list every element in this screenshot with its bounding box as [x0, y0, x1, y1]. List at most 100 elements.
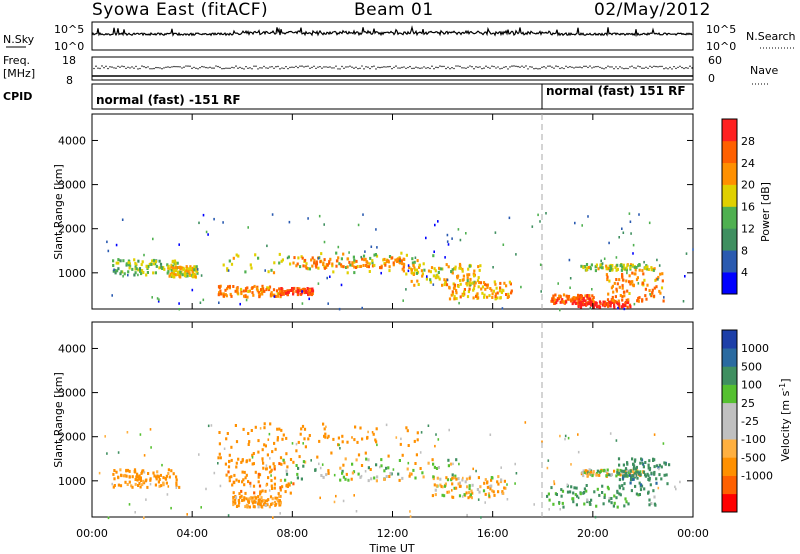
velocity-colorbar-swatch — [722, 493, 737, 513]
data-cell — [508, 216, 511, 220]
data-cell — [243, 496, 246, 500]
data-cell — [278, 494, 281, 498]
data-cell — [657, 278, 659, 281]
nave-dot — [629, 66, 631, 68]
data-cell — [646, 472, 649, 476]
nave-dot — [385, 66, 387, 68]
data-cell — [387, 454, 390, 458]
data-cell — [292, 261, 295, 265]
data-cell — [278, 261, 281, 265]
nave-dot — [261, 67, 263, 69]
nave-dot — [363, 68, 365, 70]
data-cell — [335, 259, 339, 263]
nave-dot — [317, 66, 319, 68]
data-cell — [286, 484, 289, 488]
data-cell — [152, 262, 155, 266]
data-cell — [562, 300, 565, 304]
nave-dot — [393, 66, 395, 69]
data-cell — [605, 266, 608, 270]
data-cell — [462, 495, 464, 498]
data-cell — [420, 269, 423, 273]
data-cell — [634, 467, 638, 471]
data-cell — [181, 266, 184, 270]
data-cell — [262, 503, 265, 507]
data-cell — [353, 271, 356, 275]
data-cell — [589, 267, 592, 271]
data-cell — [626, 271, 628, 275]
data-cell — [638, 481, 641, 485]
data-cell — [623, 307, 626, 311]
data-cell — [446, 240, 449, 243]
data-cell — [219, 484, 222, 488]
data-cell — [441, 493, 444, 497]
data-cell — [363, 258, 366, 262]
data-cell — [606, 302, 610, 306]
data-cell — [603, 257, 606, 260]
cpid-mode-1: normal (fast) -151 RF — [96, 93, 241, 107]
data-cell — [369, 256, 372, 260]
data-cell — [307, 292, 310, 296]
data-cell — [389, 472, 392, 475]
data-cell — [659, 272, 662, 276]
data-cell — [325, 425, 327, 429]
data-cell — [307, 437, 310, 441]
data-cell — [375, 440, 378, 444]
nave-dot — [223, 67, 225, 70]
data-cell — [356, 440, 359, 444]
data-cell — [582, 474, 585, 478]
data-cell — [418, 264, 421, 267]
data-cell — [488, 494, 490, 497]
data-cell — [198, 453, 200, 456]
data-cell — [623, 290, 626, 294]
data-cell — [137, 268, 140, 272]
data-cell — [480, 516, 482, 519]
data-cell — [609, 265, 612, 269]
data-cell — [603, 496, 606, 499]
nave-dot — [269, 66, 271, 68]
data-cell — [624, 467, 628, 471]
data-cell — [270, 468, 273, 472]
data-cell — [494, 297, 497, 301]
data-cell — [286, 293, 289, 297]
nave-dot — [327, 66, 329, 69]
nave-dot — [409, 65, 411, 68]
data-cell — [629, 469, 632, 473]
data-cell — [584, 488, 586, 491]
data-cell — [304, 460, 307, 464]
data-cell — [458, 462, 460, 466]
data-cell — [302, 464, 305, 468]
data-cell — [113, 268, 115, 271]
data-cell — [279, 486, 282, 490]
data-cell — [218, 442, 221, 446]
data-cell — [307, 267, 310, 271]
data-cell — [459, 264, 462, 268]
data-cell — [159, 262, 163, 266]
data-cell — [467, 290, 470, 294]
data-cell — [596, 305, 599, 309]
data-cell — [524, 421, 527, 424]
data-cell — [433, 465, 436, 469]
data-cell — [641, 461, 644, 465]
data-cell — [606, 275, 609, 279]
data-cell — [247, 226, 249, 229]
data-cell — [117, 451, 120, 454]
data-cell — [451, 476, 454, 480]
data-cell — [173, 259, 177, 263]
data-cell — [601, 491, 604, 494]
nave-dot — [301, 65, 303, 67]
nave-dot — [371, 66, 373, 68]
data-cell — [401, 262, 404, 266]
data-cell — [178, 308, 181, 311]
data-cell — [263, 426, 266, 430]
data-cell — [276, 427, 279, 431]
data-cell — [350, 477, 353, 481]
data-cell — [486, 481, 489, 485]
data-cell — [388, 255, 392, 258]
data-cell — [478, 490, 481, 494]
nave-dot — [361, 65, 363, 67]
data-cell — [629, 220, 632, 223]
data-cell — [487, 492, 491, 496]
nave-dot — [159, 67, 161, 69]
nave-dot — [229, 67, 231, 70]
data-cell — [281, 437, 284, 441]
